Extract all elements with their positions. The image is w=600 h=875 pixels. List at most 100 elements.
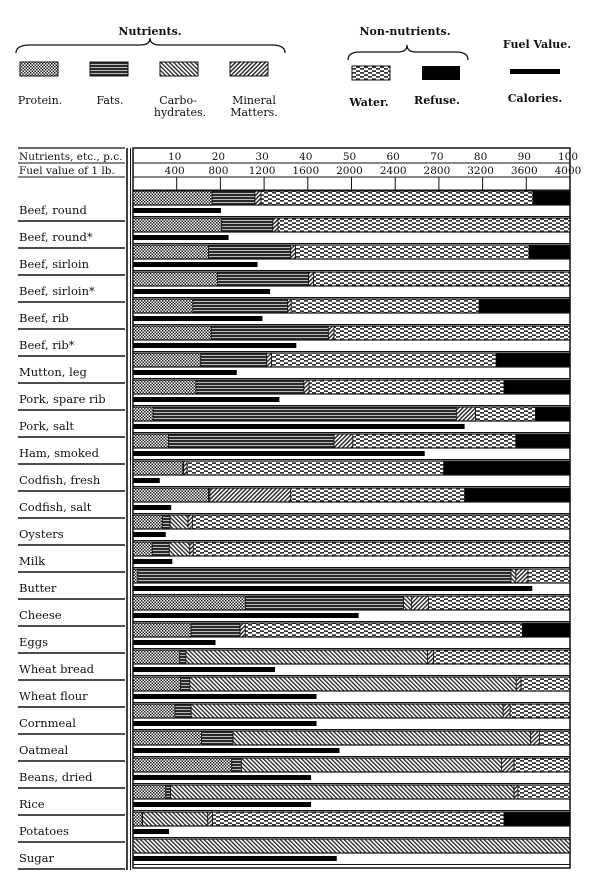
composition-bar-outline	[132, 190, 571, 206]
legend-non-nutrients-title: Non-nutrients.	[359, 25, 450, 38]
composition-bar-outline	[132, 622, 571, 638]
water-segment	[539, 730, 571, 746]
food-label: Pork, spare rib	[19, 392, 106, 406]
composition-bar-outline	[132, 406, 571, 422]
fuel-tick-label: 2800	[424, 165, 451, 177]
protein-segment	[132, 568, 139, 584]
calories-bar	[133, 802, 312, 807]
fuel-tick-label: 3600	[511, 165, 538, 177]
percent-tick-label: 90	[518, 151, 531, 163]
fats-segment	[200, 352, 268, 368]
mineral-segment	[333, 433, 354, 449]
fuel-tick-label: 1200	[249, 165, 276, 177]
food-row: Cheese	[18, 595, 571, 627]
mineral-segment	[515, 676, 522, 692]
calories-bar	[133, 613, 359, 618]
non-nutrients-brace	[347, 44, 469, 61]
calories-bar	[133, 775, 312, 780]
food-label: Beef, sirloin*	[19, 284, 95, 298]
carbs-segment	[510, 568, 517, 584]
mineral-segment	[308, 271, 314, 287]
food-label: Eggs	[19, 635, 48, 649]
carbs-segment	[232, 730, 532, 746]
water-segment	[433, 649, 571, 665]
mineral-segment	[427, 649, 435, 665]
water-segment	[527, 568, 571, 584]
refuse-swatch	[422, 66, 460, 80]
mineral-segment	[187, 514, 193, 530]
refuse-segment	[535, 406, 571, 422]
mineral-segment	[515, 568, 529, 584]
food-row: Butter	[18, 568, 571, 600]
food-label: Mutton, leg	[19, 365, 88, 379]
protein-segment	[132, 757, 233, 773]
composition-bar-outline	[132, 514, 571, 530]
protein-segment	[132, 460, 184, 476]
fats-segment	[201, 730, 234, 746]
composition-bar-outline	[132, 649, 571, 665]
food-label: Beef, rib	[19, 311, 69, 325]
calories-bar	[133, 559, 173, 564]
protein-segment	[132, 244, 210, 260]
mineral-segment	[290, 244, 296, 260]
carbs-segment	[403, 595, 412, 611]
food-label: Codfish, salt	[19, 500, 92, 514]
carbs-segment	[240, 757, 502, 773]
water-segment	[271, 352, 497, 368]
mineral-segment	[209, 487, 292, 503]
mineral-segment	[254, 190, 262, 206]
calories-bar	[133, 208, 221, 213]
fats-segment	[179, 649, 187, 665]
mineral-segment	[272, 217, 279, 233]
fats-segment	[165, 784, 171, 800]
legend-refuse-label: Refuse.	[414, 94, 460, 107]
composition-bar-outline	[132, 352, 571, 368]
carbs-segment	[170, 784, 515, 800]
food-row: Eggs	[18, 622, 571, 654]
composition-bar-outline	[132, 487, 571, 503]
fats-segment	[195, 379, 305, 395]
protein-segment	[132, 487, 210, 503]
protein-segment	[132, 325, 212, 341]
water-segment	[290, 298, 480, 314]
composition-bar-outline	[132, 676, 571, 692]
refuse-segment	[515, 433, 571, 449]
protein-segment	[132, 784, 167, 800]
food-rows: Beef, round Beef, round* Beef, sirloin Beef…	[18, 190, 571, 870]
calories-swatch	[510, 69, 560, 74]
protein-segment	[132, 649, 181, 665]
water-segment	[352, 433, 517, 449]
refuse-segment	[495, 352, 571, 368]
fats-segment	[174, 703, 192, 719]
food-row: Beef, round*	[18, 217, 571, 249]
food-label: Beef, sirloin	[19, 257, 90, 271]
fuel-tick-label: 2000	[336, 165, 363, 177]
protein-segment	[132, 541, 153, 557]
food-label: Rice	[19, 797, 45, 811]
mineral-segment	[287, 298, 292, 314]
mineral-segment	[189, 541, 194, 557]
food-row: Potatoes	[18, 811, 571, 843]
water-segment	[260, 190, 534, 206]
calories-bar	[133, 667, 276, 672]
food-label: Potatoes	[19, 824, 69, 838]
percent-tick-label: 100	[558, 151, 578, 163]
fats-segment	[152, 406, 457, 422]
protein-segment	[132, 406, 154, 422]
legend-water-label: Water.	[348, 96, 388, 109]
fats-segment	[180, 676, 191, 692]
mineral-segment	[327, 325, 335, 341]
food-label: Cornmeal	[19, 716, 76, 730]
food-row: Beans, dried	[18, 757, 571, 789]
protein-segment	[132, 622, 192, 638]
protein-segment	[132, 811, 143, 827]
composition-bar-outline	[132, 244, 571, 260]
mineral-segment	[266, 352, 272, 368]
fats-segment	[208, 244, 292, 260]
fats-segment	[137, 568, 512, 584]
fuel-tick-label: 400	[165, 165, 185, 177]
food-label: Oysters	[19, 527, 64, 541]
water-segment	[520, 676, 571, 692]
food-row: Wheat bread	[18, 649, 571, 681]
calories-bar	[133, 370, 237, 375]
